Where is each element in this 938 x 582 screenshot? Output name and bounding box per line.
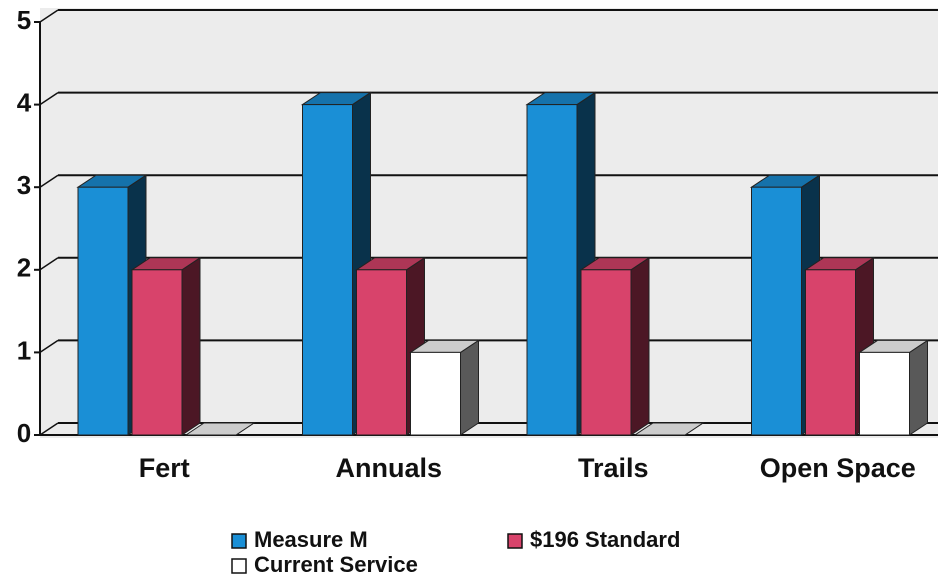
x-tick-label: Trails (578, 453, 649, 483)
y-tick-label: 5 (17, 5, 31, 35)
bar (859, 351, 910, 436)
bar-side (460, 339, 479, 436)
bar (580, 269, 632, 436)
y-tick-label: 4 (17, 87, 32, 117)
y-tick-label: 1 (17, 335, 31, 365)
bar-side (181, 256, 201, 436)
bar (356, 269, 407, 436)
grid-diagonal (39, 9, 59, 23)
grid-diagonal (39, 339, 59, 354)
bar (131, 269, 183, 436)
legend-swatch (507, 533, 523, 549)
grid-diagonal (39, 91, 59, 106)
bar (77, 186, 129, 436)
legend-swatch (231, 558, 247, 574)
x-tick-label: Open Space (760, 453, 916, 483)
grid-diagonal (39, 257, 59, 271)
bar (410, 351, 461, 436)
y-tick-label: 3 (17, 170, 31, 200)
bar (751, 186, 802, 436)
legend-label: $196 Standard (530, 527, 680, 552)
legend-label: Measure M (254, 527, 368, 552)
grid-diagonal (39, 174, 59, 188)
bar (805, 269, 856, 436)
bar-top (633, 422, 705, 436)
bar-side (909, 339, 928, 436)
bar-side (630, 256, 650, 436)
bar-top (184, 422, 256, 436)
y-tick-label: 2 (17, 253, 31, 283)
legend-swatch (231, 533, 247, 549)
bar (526, 104, 578, 436)
legend-label: Current Service (254, 552, 418, 577)
bar (302, 104, 353, 436)
x-tick-label: Fert (139, 453, 190, 483)
y-tick-label: 0 (17, 418, 31, 448)
x-tick-label: Annuals (335, 453, 442, 483)
grid-diagonal (39, 422, 59, 436)
